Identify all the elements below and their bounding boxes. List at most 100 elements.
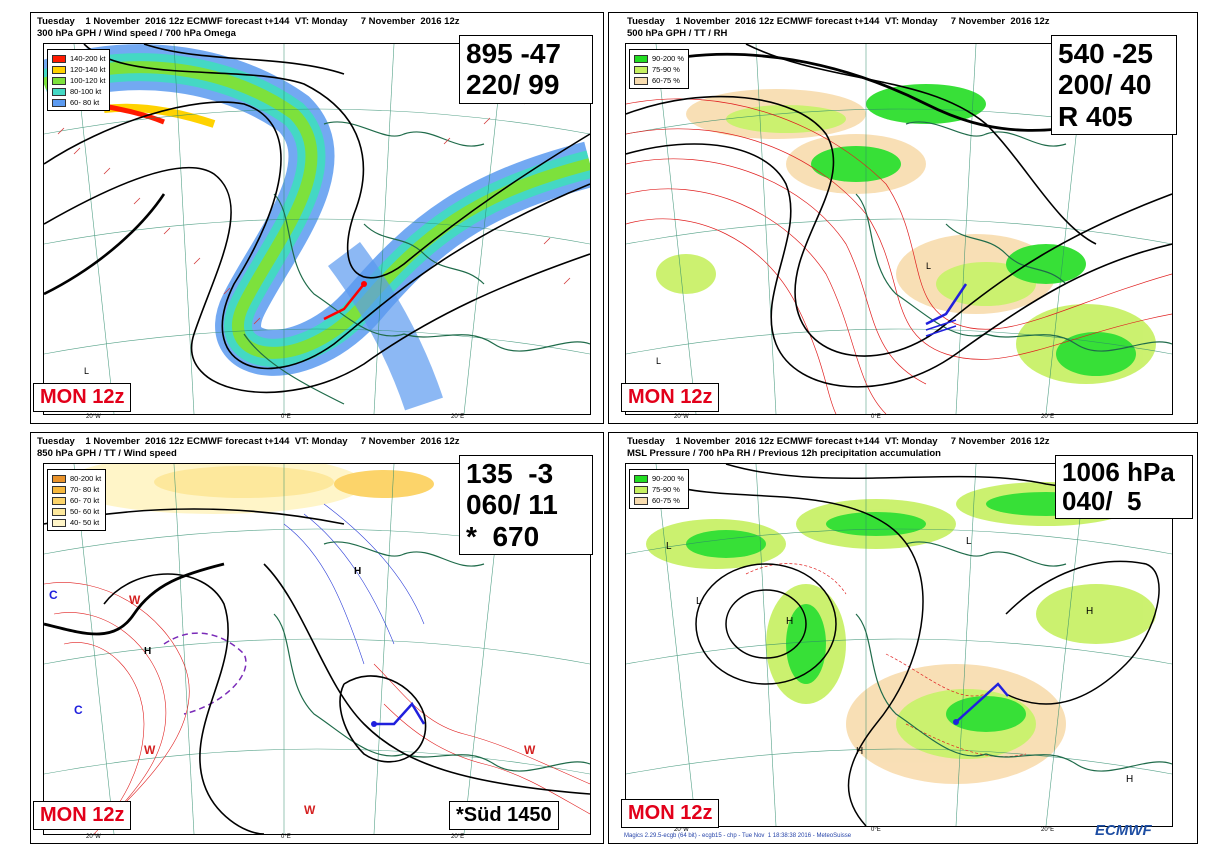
legend-swatch: [52, 87, 66, 96]
svg-text:L: L: [656, 356, 661, 366]
value-line: * 670: [466, 520, 540, 552]
lon-label-20e: 20°E: [1041, 827, 1055, 833]
legend-label: 90-200 %: [652, 474, 685, 483]
value-box: 135 -3 060/ 11 * 670: [459, 455, 593, 556]
legend-item: 75-90 %: [634, 64, 684, 75]
svg-text:L: L: [666, 541, 672, 552]
legend-swatch: [52, 474, 66, 483]
map-area: L L: [625, 43, 1173, 415]
panel-850hpa: Tuesday 1 November 2016 12z ECMWF foreca…: [30, 432, 604, 844]
legend-label: 50- 60 kt: [70, 507, 100, 516]
legend-label: 75-90 %: [652, 65, 680, 74]
value-line: 220/ 99: [466, 69, 560, 101]
valid-time-tag: MON 12z: [33, 801, 132, 830]
legend-item: 70- 80 kt: [52, 484, 101, 495]
legend-swatch: [634, 76, 648, 85]
svg-text:W: W: [304, 803, 316, 817]
value-line: 040/ 5: [1062, 486, 1142, 517]
legend-label: 60- 70 kt: [70, 496, 100, 505]
panel-header-line2: 500 hPa GPH / TT / RH: [627, 28, 728, 39]
legend-swatch: [634, 54, 648, 63]
value-box: 895 -47 220/ 99: [459, 35, 593, 104]
value-box: 1006 hPa 040/ 5: [1055, 455, 1193, 520]
svg-text:L: L: [696, 596, 702, 607]
legend-swatch: [52, 65, 66, 74]
legend: 90-200 % 75-90 % 60-75 %: [629, 49, 690, 89]
legend-item: 100-120 kt: [52, 75, 105, 86]
value-line: 060/ 11: [466, 489, 558, 521]
legend-swatch: [52, 76, 66, 85]
lon-label-20w: 20°W: [86, 414, 101, 420]
map-msl-graphic: L L H H H H L: [626, 464, 1172, 826]
map-500hpa-graphic: L L: [626, 44, 1172, 414]
lon-label-0e: 0°E: [281, 414, 291, 420]
lon-label-20w: 20°W: [674, 414, 689, 420]
legend-label: 60- 80 kt: [70, 98, 100, 107]
ecmwf-logo: ECMWF: [1095, 822, 1152, 839]
lon-label-20e: 20°E: [451, 834, 465, 840]
legend-label: 80-100 kt: [70, 87, 102, 96]
lon-label-0e: 0°E: [871, 827, 881, 833]
legend-label: 100-120 kt: [70, 76, 106, 85]
legend-item: 90-200 %: [634, 53, 684, 64]
legend: 80-200 kt 70- 80 kt 60- 70 kt 50- 60 kt …: [47, 469, 107, 531]
legend-label: 140-200 kt: [70, 54, 106, 63]
svg-text:W: W: [129, 593, 141, 607]
legend-item: 80-100 kt: [52, 86, 105, 97]
value-line: 135 -3: [466, 458, 554, 489]
legend-item: 60- 70 kt: [52, 495, 101, 506]
panel-300hpa: Tuesday 1 November 2016 12z ECMWF foreca…: [30, 12, 604, 424]
panel-header-line1: Tuesday 1 November 2016 12z ECMWF foreca…: [627, 436, 1050, 447]
legend-label: 60-75 %: [652, 76, 680, 85]
svg-text:H: H: [786, 616, 793, 627]
map-area: L: [43, 43, 591, 415]
svg-text:L: L: [966, 536, 972, 547]
map-300hpa-graphic: L: [44, 44, 590, 414]
svg-text:H: H: [856, 746, 863, 757]
legend-item: 90-200 %: [634, 473, 684, 484]
legend-label: 60-75 %: [652, 496, 680, 505]
legend-swatch: [634, 496, 648, 505]
lon-label-20w: 20°W: [86, 834, 101, 840]
lon-label-0e: 0°E: [281, 834, 291, 840]
panel-header-line1: Tuesday 1 November 2016 12z ECMWF foreca…: [37, 16, 460, 27]
legend-label: 40- 50 kt: [70, 518, 100, 527]
legend-swatch: [52, 485, 66, 494]
svg-text:L: L: [926, 261, 931, 271]
legend-item: 40- 50 kt: [52, 517, 101, 528]
legend-label: 75-90 %: [652, 485, 680, 494]
legend-item: 50- 60 kt: [52, 506, 101, 517]
lon-label-20e: 20°E: [1041, 414, 1055, 420]
legend-label: 70- 80 kt: [70, 485, 100, 494]
panel-header-line2: 850 hPa GPH / TT / Wind speed: [37, 448, 177, 459]
panel-header-line2: MSL Pressure / 700 hPa RH / Previous 12h…: [627, 448, 941, 459]
legend: 140-200 kt 120-140 kt 100-120 kt 80-100 …: [47, 49, 111, 111]
svg-text:C: C: [49, 588, 58, 602]
legend-label: 80-200 kt: [70, 474, 102, 483]
svg-text:W: W: [144, 743, 156, 757]
legend-swatch: [52, 496, 66, 505]
svg-text:H: H: [1126, 774, 1133, 785]
lon-label-20e: 20°E: [451, 414, 465, 420]
legend-swatch: [52, 507, 66, 516]
panel-header-line2: 300 hPa GPH / Wind speed / 700 hPa Omega: [37, 28, 236, 39]
legend-swatch: [52, 98, 66, 107]
legend-label: 120-140 kt: [70, 65, 106, 74]
legend-item: 120-140 kt: [52, 64, 105, 75]
legend-item: 60-75 %: [634, 75, 684, 86]
panel-500hpa: Tuesday 1 November 2016 12z ECMWF foreca…: [608, 12, 1198, 424]
panel-header-line1: Tuesday 1 November 2016 12z ECMWF foreca…: [37, 436, 460, 447]
svg-text:H: H: [354, 566, 361, 577]
value-line: 200/ 40: [1058, 69, 1152, 101]
lon-label-0e: 0°E: [871, 414, 881, 420]
valid-time-tag: MON 12z: [33, 383, 132, 412]
panel-header-line1: Tuesday 1 November 2016 12z ECMWF foreca…: [627, 16, 1050, 27]
svg-text:H: H: [144, 646, 151, 657]
legend-swatch: [634, 485, 648, 494]
legend: 90-200 % 75-90 % 60-75 %: [629, 469, 690, 509]
footer-credit: Magics 2.29.5-ecgb (64 bit) - ecgb15 - c…: [624, 833, 852, 839]
legend-item: 60-75 %: [634, 495, 684, 506]
legend-item: 75-90 %: [634, 484, 684, 495]
lon-label-20w: 20°W: [674, 827, 689, 833]
legend-swatch: [634, 474, 648, 483]
